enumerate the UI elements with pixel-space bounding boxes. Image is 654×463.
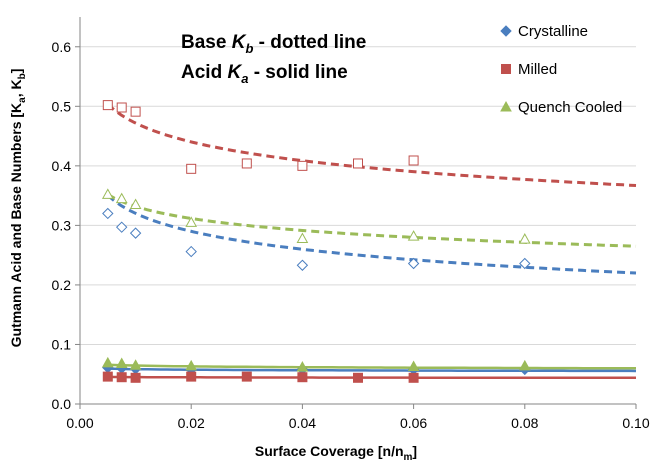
data-points — [101, 100, 531, 383]
milled-base-point — [297, 160, 308, 171]
quench-cooled-acid-point — [129, 359, 142, 370]
milled-base-point — [408, 155, 419, 166]
milled-base-point — [353, 158, 363, 169]
crystalline-base-point — [115, 221, 128, 233]
y-tick-label: 0.1 — [52, 336, 72, 352]
crystalline-legend-marker — [500, 25, 512, 37]
annotation-base-sub: b — [245, 41, 253, 56]
y-axis-title-sub-b: b — [17, 73, 28, 79]
legend: Crystalline Milled Quench Cooled — [500, 23, 622, 116]
milled-acid-point — [241, 371, 252, 382]
x-axis-title-end: ] — [412, 443, 417, 459]
milled-acid-point — [116, 372, 127, 383]
milled-acid-point — [186, 371, 197, 382]
crystalline-base-point — [407, 257, 420, 270]
crystalline-base-point — [129, 227, 142, 239]
milled-base-point — [130, 106, 141, 117]
annotation-base: Base Kb - dotted line — [181, 32, 366, 56]
quench-cooled-base-point — [115, 192, 128, 204]
quench-cooled-acid-point — [296, 361, 309, 372]
quench-cooled-legend-marker — [500, 100, 512, 112]
y-tick-label: 0.5 — [52, 98, 72, 114]
crystalline-legend-label: Crystalline — [518, 23, 588, 40]
quench-cooled-base-point — [296, 232, 309, 243]
x-axis-title-sub: m — [404, 452, 413, 463]
quench-cooled-acid-point — [185, 359, 198, 371]
quench-cooled-acid-point — [407, 360, 420, 371]
x-tick-label: 0.08 — [511, 415, 538, 431]
crystalline-base-point — [296, 259, 309, 271]
y-tick-label: 0.0 — [52, 396, 72, 412]
x-axis-title-main: Surface Coverage [n/n — [255, 443, 404, 459]
crystalline-base-point — [102, 207, 114, 220]
quench-cooled-acid-point — [518, 359, 531, 371]
y-axis-title-mid: , K — [8, 79, 24, 97]
quench-cooled-base-point — [518, 233, 531, 244]
x-tick-label: 0.00 — [66, 415, 93, 431]
axes — [75, 17, 637, 409]
x-tick-label: 0.06 — [400, 415, 427, 431]
quench-cooled-base-point — [101, 188, 114, 199]
quench-cooled-base-point — [185, 216, 198, 227]
y-axis-title-end: ] — [8, 69, 24, 74]
x-tick-label: 0.02 — [178, 415, 205, 431]
milled-base-point — [116, 102, 127, 113]
milled-acid-point — [297, 372, 308, 383]
milled-base-point — [186, 163, 197, 174]
y-axis-title-sub-a: a — [17, 97, 28, 103]
annotation-acid-post: - solid line — [248, 62, 347, 83]
quench-cooled-legend-label: Quench Cooled — [518, 99, 622, 116]
milled-acid-point — [353, 372, 363, 383]
tick-labels: 0.0 0.1 0.2 0.3 0.4 0.5 0.6 0.00 0.02 0.04 0.06 0.0… — [52, 39, 650, 431]
milled-base-point — [102, 100, 113, 111]
milled-base-fit-line — [106, 103, 637, 187]
x-tick-label: 0.10 — [622, 415, 649, 431]
annotation-acid-sub: a — [241, 71, 248, 86]
quench-cooled-base-fit-line — [107, 193, 637, 248]
y-tick-label: 0.4 — [52, 158, 72, 174]
quench-cooled-acid-fit-line — [107, 363, 636, 370]
y-tick-label: 0.3 — [52, 217, 72, 233]
y-tick-label: 0.6 — [52, 39, 72, 55]
milled-acid-point — [102, 371, 113, 382]
milled-base-point — [241, 158, 252, 169]
crystalline-base-fit-line — [106, 194, 637, 275]
quench-cooled-base-point — [129, 198, 142, 210]
annotation-base-post: - dotted line — [253, 32, 366, 53]
quench-cooled-acid-point — [101, 356, 114, 368]
x-tick-label: 0.04 — [289, 415, 316, 431]
annotation-acid-var: K — [227, 62, 242, 83]
annotation-acid-pre: Acid — [181, 62, 227, 83]
annotation-base-var: K — [232, 32, 247, 53]
x-axis-title: Surface Coverage [n/nm] — [255, 443, 417, 463]
y-tick-label: 0.2 — [52, 277, 72, 293]
quench-cooled-base-point — [407, 230, 420, 241]
annotation-base-pre: Base — [181, 32, 232, 53]
quench-cooled-acid-point — [115, 357, 128, 369]
milled-acid-point — [408, 372, 419, 383]
annotation-acid: Acid Ka - solid line — [181, 62, 348, 86]
milled-legend-label: Milled — [518, 61, 557, 78]
y-axis-title: Gutmann Acid and Base Numbers [Ka, Kb] — [8, 69, 28, 348]
milled-acid-point — [130, 372, 141, 383]
milled-legend-marker — [501, 64, 511, 74]
crystalline-base-point — [519, 257, 531, 270]
y-axis-title-main: Gutmann Acid and Base Numbers [K — [8, 103, 24, 348]
crystalline-base-point — [185, 245, 197, 258]
